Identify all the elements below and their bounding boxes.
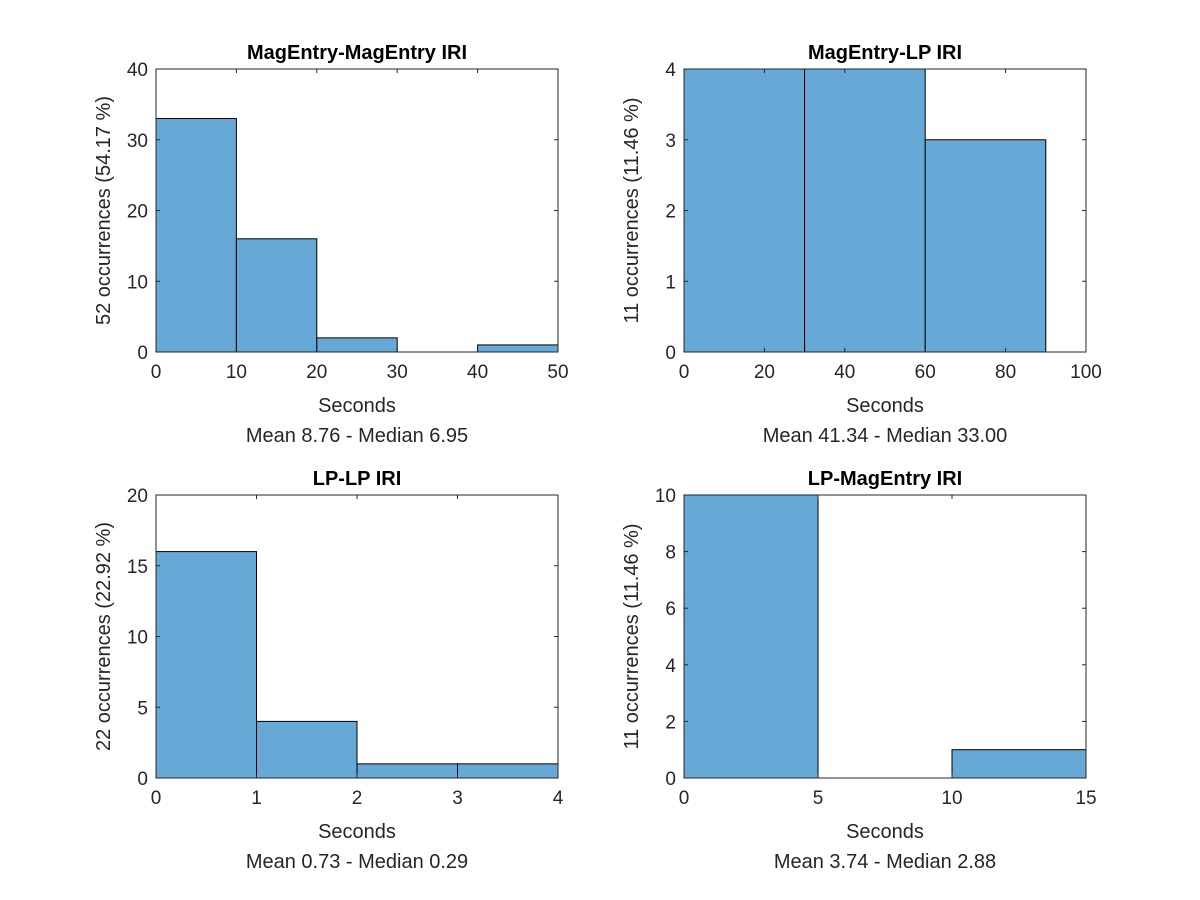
y-tick-label: 0 bbox=[665, 343, 676, 364]
x-tick-label: 2 bbox=[352, 788, 363, 809]
histogram-bar bbox=[256, 720, 358, 779]
y-tick-label: 4 bbox=[665, 656, 676, 677]
x-tick-label: 10 bbox=[226, 362, 247, 383]
x-tick-label: 80 bbox=[995, 362, 1016, 383]
panel-magentry-magentry: 0 10 20 30 40 50 0 10 20 30 40 MagEntry-MagEntry IR… bbox=[93, 42, 569, 447]
y-tick-label: 20 bbox=[127, 202, 148, 223]
y-tick-label: 10 bbox=[127, 272, 148, 293]
histogram-bar bbox=[804, 68, 926, 353]
histogram-bar bbox=[683, 494, 819, 779]
x-tick-label: 0 bbox=[679, 788, 690, 809]
y-axis-label: 52 occurrences (54.17 %) bbox=[93, 96, 115, 325]
histogram-bar bbox=[356, 763, 458, 779]
x-tick-label: 4 bbox=[553, 788, 564, 809]
x-tick-label: 50 bbox=[547, 362, 568, 383]
x-tick-label: 0 bbox=[679, 362, 690, 383]
axes-box bbox=[683, 494, 1087, 779]
y-tick-label: 20 bbox=[127, 486, 148, 507]
x-axis-label: Seconds bbox=[846, 395, 924, 417]
chart-title: LP-MagEntry IRI bbox=[808, 468, 962, 490]
x-tick-label: 30 bbox=[387, 362, 408, 383]
histogram-bar bbox=[951, 749, 1087, 779]
histogram-bar bbox=[477, 344, 559, 353]
x-tick-label: 5 bbox=[813, 788, 824, 809]
x-axis-label: Seconds bbox=[318, 395, 396, 417]
y-tick-label: 0 bbox=[137, 769, 148, 790]
y-tick-label: 1 bbox=[665, 272, 676, 293]
histogram-bar bbox=[683, 68, 806, 353]
y-tick-label: 0 bbox=[137, 343, 148, 364]
y-tick-label: 2 bbox=[665, 202, 676, 223]
y-tick-label: 0 bbox=[665, 769, 676, 790]
x-tick-label: 40 bbox=[834, 362, 855, 383]
y-axis-label: 11 occurrences (11.46 %) bbox=[621, 97, 643, 323]
x-tick-label: 10 bbox=[941, 788, 962, 809]
x-axis-summary: Mean 0.73 - Median 0.29 bbox=[246, 851, 468, 873]
y-tick-label: 3 bbox=[665, 131, 676, 152]
x-tick-label: 15 bbox=[1075, 788, 1096, 809]
x-axis-label: Seconds bbox=[318, 821, 396, 843]
histogram-bar bbox=[155, 118, 237, 353]
x-tick-label: 0 bbox=[151, 788, 162, 809]
panel-lp-lp: 0 1 2 3 4 0 5 10 15 20 LP-LP IRI Seconds Mean 0.73 -… bbox=[93, 468, 564, 873]
histogram-bar bbox=[316, 337, 398, 353]
x-tick-label: 20 bbox=[754, 362, 775, 383]
x-tick-label: 1 bbox=[251, 788, 262, 809]
panel-lp-magentry: 0 5 10 15 0 2 4 6 8 10 LP-MagEntry IRI Seconds Mean … bbox=[621, 468, 1097, 873]
y-tick-label: 5 bbox=[137, 698, 148, 719]
x-axis-summary: Mean 8.76 - Median 6.95 bbox=[246, 425, 468, 447]
panel-magentry-lp: 0 20 40 60 80 100 0 1 2 3 4 MagEntry-LP IRI Seconds M… bbox=[621, 42, 1102, 447]
x-tick-label: 100 bbox=[1070, 362, 1102, 383]
x-tick-label: 60 bbox=[915, 362, 936, 383]
histogram-bar bbox=[235, 238, 318, 353]
chart-title: MagEntry-LP IRI bbox=[808, 42, 962, 64]
y-tick-label: 40 bbox=[127, 60, 148, 81]
y-tick-label: 4 bbox=[665, 60, 676, 81]
chart-title: LP-LP IRI bbox=[313, 468, 402, 490]
x-axis-label: Seconds bbox=[846, 821, 924, 843]
y-tick-label: 2 bbox=[665, 712, 676, 733]
chart-title: MagEntry-MagEntry IRI bbox=[247, 42, 467, 64]
y-tick-label: 30 bbox=[127, 131, 148, 152]
histogram-bar bbox=[155, 551, 257, 779]
y-axis-label: 11 occurrences (11.46 %) bbox=[621, 523, 643, 749]
x-axis-summary: Mean 41.34 - Median 33.00 bbox=[763, 425, 1008, 447]
y-tick-label: 6 bbox=[665, 599, 676, 620]
y-tick-label: 10 bbox=[127, 628, 148, 649]
y-tick-label: 15 bbox=[127, 557, 148, 578]
y-tick-label: 10 bbox=[655, 486, 676, 507]
x-tick-label: 40 bbox=[467, 362, 488, 383]
x-tick-label: 3 bbox=[452, 788, 463, 809]
x-tick-label: 20 bbox=[306, 362, 327, 383]
x-axis-summary: Mean 3.74 - Median 2.88 bbox=[774, 851, 996, 873]
histogram-bar bbox=[924, 139, 1047, 353]
histogram-bar bbox=[457, 763, 559, 779]
y-tick-label: 8 bbox=[665, 543, 676, 564]
x-tick-label: 0 bbox=[151, 362, 162, 383]
y-axis-label: 22 occurrences (22.92 %) bbox=[93, 522, 115, 751]
